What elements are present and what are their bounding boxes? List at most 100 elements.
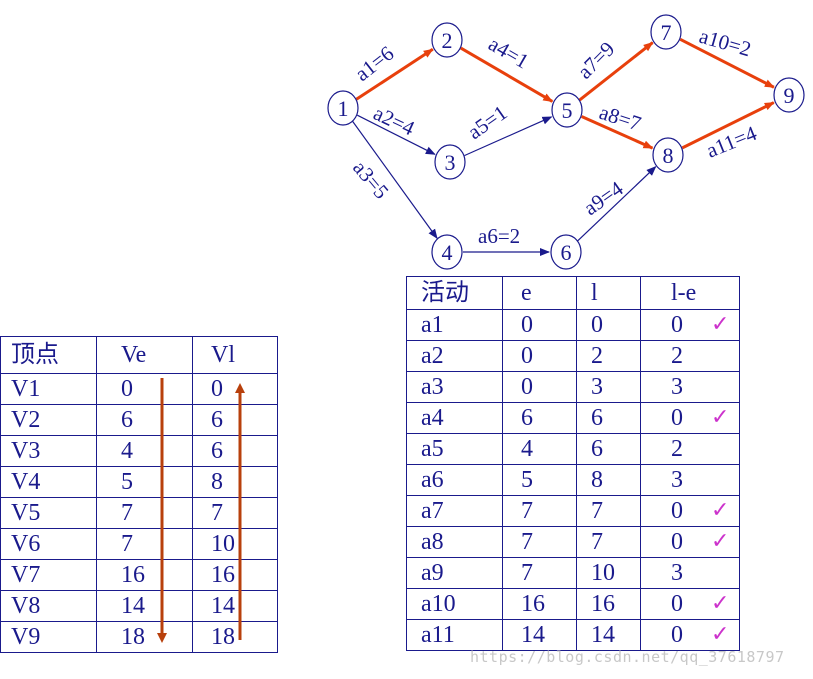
cell: 16 bbox=[96, 559, 193, 591]
cell: 10 bbox=[576, 557, 641, 589]
edge-label-1-3: a2=4 bbox=[370, 101, 419, 141]
edge-label-1-4: a3=5 bbox=[348, 156, 393, 204]
edge-label-4-6: a6=2 bbox=[478, 224, 520, 248]
cell: V7 bbox=[0, 559, 97, 591]
cell: V6 bbox=[0, 528, 97, 560]
cell: 6 bbox=[96, 404, 193, 436]
edge-7-9 bbox=[679, 37, 775, 89]
cell: a3 bbox=[406, 371, 503, 403]
cell: a2 bbox=[406, 340, 503, 372]
cell: 14 bbox=[192, 590, 278, 622]
cell: 7 bbox=[502, 526, 577, 558]
node-label: 6 bbox=[561, 240, 572, 265]
edge-1-2 bbox=[355, 48, 434, 101]
table-row: V9 18 18 bbox=[0, 621, 278, 653]
table-row: a1 0 0 0 ✓ bbox=[406, 309, 740, 341]
cell: 16 bbox=[192, 559, 278, 591]
cell: 7 bbox=[96, 497, 193, 529]
edge-3-5 bbox=[464, 116, 553, 157]
check-icon: ✓ bbox=[711, 622, 730, 647]
cell: a10 bbox=[406, 588, 503, 620]
cell: 7 bbox=[576, 526, 641, 558]
table-row: V5 7 7 bbox=[0, 497, 278, 529]
cell: 7 bbox=[502, 495, 577, 527]
table-row: V2 6 6 bbox=[0, 404, 278, 436]
cell: 18 bbox=[96, 621, 193, 653]
cell: 2 bbox=[640, 340, 740, 372]
cell: 7 bbox=[192, 497, 278, 529]
edge-label-7-9: a10=2 bbox=[697, 24, 754, 62]
table-row: a9 7 10 3 bbox=[406, 557, 740, 589]
table-row: V8 14 14 bbox=[0, 590, 278, 622]
edge-2-5 bbox=[460, 46, 554, 103]
check-icon: ✓ bbox=[711, 529, 730, 554]
cell: l bbox=[576, 276, 641, 310]
cell: 5 bbox=[502, 464, 577, 496]
cell: a1 bbox=[406, 309, 503, 341]
table-row: a8 7 7 0 ✓ bbox=[406, 526, 740, 558]
node-9: 9 bbox=[773, 77, 805, 113]
cell: 16 bbox=[576, 588, 641, 620]
table-row: a3 0 3 3 bbox=[406, 371, 740, 403]
cell: a6 bbox=[406, 464, 503, 496]
edge-1-4 bbox=[351, 120, 438, 240]
table-row: V4 5 8 bbox=[0, 466, 278, 498]
cell: 0 bbox=[576, 309, 641, 341]
cell: 0 bbox=[96, 373, 193, 405]
cell: e bbox=[502, 276, 577, 310]
node-label: 2 bbox=[442, 28, 453, 53]
cell: 0 ✓ bbox=[640, 495, 740, 527]
node-5: 5 bbox=[551, 92, 583, 128]
cell: V3 bbox=[0, 435, 97, 467]
cell: 16 bbox=[502, 588, 577, 620]
table-row: a2 0 2 2 bbox=[406, 340, 740, 372]
edge-label-5-7: a7=9 bbox=[573, 37, 620, 84]
cell: 6 bbox=[192, 435, 278, 467]
node-4: 4 bbox=[431, 234, 463, 270]
cell: 顶点 bbox=[0, 336, 97, 374]
table-row: a11 14 14 0 ✓ bbox=[406, 619, 740, 651]
node-label: 8 bbox=[663, 143, 674, 168]
cell: 7 bbox=[502, 557, 577, 589]
cell: 14 bbox=[576, 619, 641, 651]
cell: l-e bbox=[640, 276, 740, 310]
cell: V9 bbox=[0, 621, 97, 653]
node-label: 9 bbox=[784, 83, 795, 108]
table-row: a4 6 6 0 ✓ bbox=[406, 402, 740, 434]
cell: 14 bbox=[502, 619, 577, 651]
table-row: a7 7 7 0 ✓ bbox=[406, 495, 740, 527]
cell: 0 bbox=[502, 309, 577, 341]
cell: 0 bbox=[502, 371, 577, 403]
table-row: a6 5 8 3 bbox=[406, 464, 740, 496]
edge-8-9 bbox=[681, 101, 775, 150]
check-icon: ✓ bbox=[711, 312, 730, 337]
cell: a4 bbox=[406, 402, 503, 434]
cell: 0 ✓ bbox=[640, 526, 740, 558]
cell: 0 bbox=[502, 340, 577, 372]
table-row: a10 16 16 0 ✓ bbox=[406, 588, 740, 620]
edge-label-6-8: a9=4 bbox=[579, 176, 628, 220]
cell: 7 bbox=[96, 528, 193, 560]
edge-5-7 bbox=[578, 41, 654, 102]
cell: 10 bbox=[192, 528, 278, 560]
cell: V4 bbox=[0, 466, 97, 498]
table-header-row: 顶点 Ve Vl bbox=[0, 336, 278, 374]
cell: a5 bbox=[406, 433, 503, 465]
cell: 0 bbox=[192, 373, 278, 405]
cell: 6 bbox=[502, 402, 577, 434]
node-label: 7 bbox=[661, 20, 672, 45]
check-icon: ✓ bbox=[711, 405, 730, 430]
node-2: 2 bbox=[431, 22, 463, 58]
cell: 18 bbox=[192, 621, 278, 653]
table-row: V7 16 16 bbox=[0, 559, 278, 591]
check-icon: ✓ bbox=[711, 591, 730, 616]
cell: 2 bbox=[576, 340, 641, 372]
cell: 0 ✓ bbox=[640, 619, 740, 651]
cell: 6 bbox=[192, 404, 278, 436]
edge-6-8 bbox=[577, 166, 657, 242]
cell: 4 bbox=[96, 435, 193, 467]
edge-label-5-8: a8=7 bbox=[596, 100, 644, 136]
watermark: https://blog.csdn.net/qq_37618797 bbox=[470, 648, 785, 666]
cell: 4 bbox=[502, 433, 577, 465]
edge-label-8-9: a11=4 bbox=[703, 121, 761, 163]
